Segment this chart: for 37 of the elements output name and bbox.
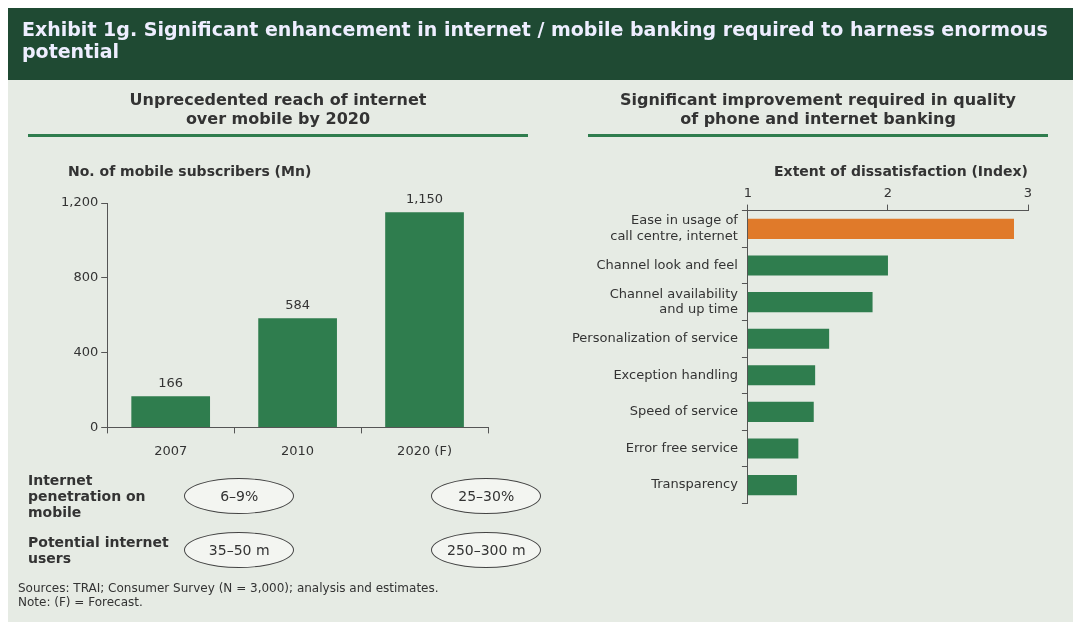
text: Potential internet users — [28, 534, 170, 566]
x-tick-label: 2 — [883, 185, 893, 201]
y-tick-label: Error free service — [625, 439, 738, 455]
data-label: 584 — [285, 297, 311, 313]
x-tick-label: 1 — [743, 185, 753, 201]
bar — [258, 318, 337, 427]
x-tick-label: 3 — [1023, 185, 1033, 201]
y-tick-label: Channel look and feel — [596, 256, 738, 272]
oval-outline: 35–50 m — [184, 532, 295, 568]
text: Exhibit 1g. Significant enhancement in internet / mobile banking required to harness enormous potential — [8, 8, 1073, 80]
y-tick-label: 1,200 — [61, 194, 99, 210]
chart-subtitle: Unprecedented reach of internet over mobile by 2020 — [28, 90, 528, 137]
oval-outline: 250–300 m — [431, 532, 542, 568]
x-tick-label: 2010 — [281, 442, 315, 458]
chart-subtitle: Significant improvement required in quality of phone and internet banking — [588, 90, 1048, 137]
source-note: Sources: TRAI; Consumer Survey (N = 3,000); analysis and estimates. — [18, 581, 440, 595]
data-label: 166 — [158, 375, 184, 391]
y-tick-label: Ease in usage of call centre, internet — [610, 212, 739, 244]
bar — [385, 212, 464, 427]
y-axis-title: No. of mobile subscribers (Mn) — [68, 163, 313, 179]
text: Note: (F) = Forecast. — [18, 595, 144, 609]
oval-outline: 25–30% — [431, 478, 542, 514]
data-label: 1,150 — [405, 191, 444, 207]
y-tick-label: 800 — [73, 269, 99, 285]
bar — [131, 396, 211, 427]
x-tick-label: 2007 — [154, 442, 188, 458]
y-tick-label: 0 — [89, 418, 99, 434]
y-tick-label: Speed of service — [629, 403, 738, 419]
oval-outline: 6–9% — [184, 478, 295, 514]
x-tick-label: 2020 (F) — [397, 442, 452, 458]
text: Internet penetration on mobile — [28, 472, 147, 520]
y-tick-label: Transparency — [650, 476, 739, 492]
y-tick-label: Personalization of service — [571, 330, 738, 346]
y-tick-label: Exception handling — [613, 366, 738, 382]
x-axis-title: Extent of dissatisfaction (Index) — [773, 163, 1028, 179]
y-tick-label: Channel availability and up time — [609, 285, 739, 317]
y-tick-label: 400 — [73, 343, 99, 359]
